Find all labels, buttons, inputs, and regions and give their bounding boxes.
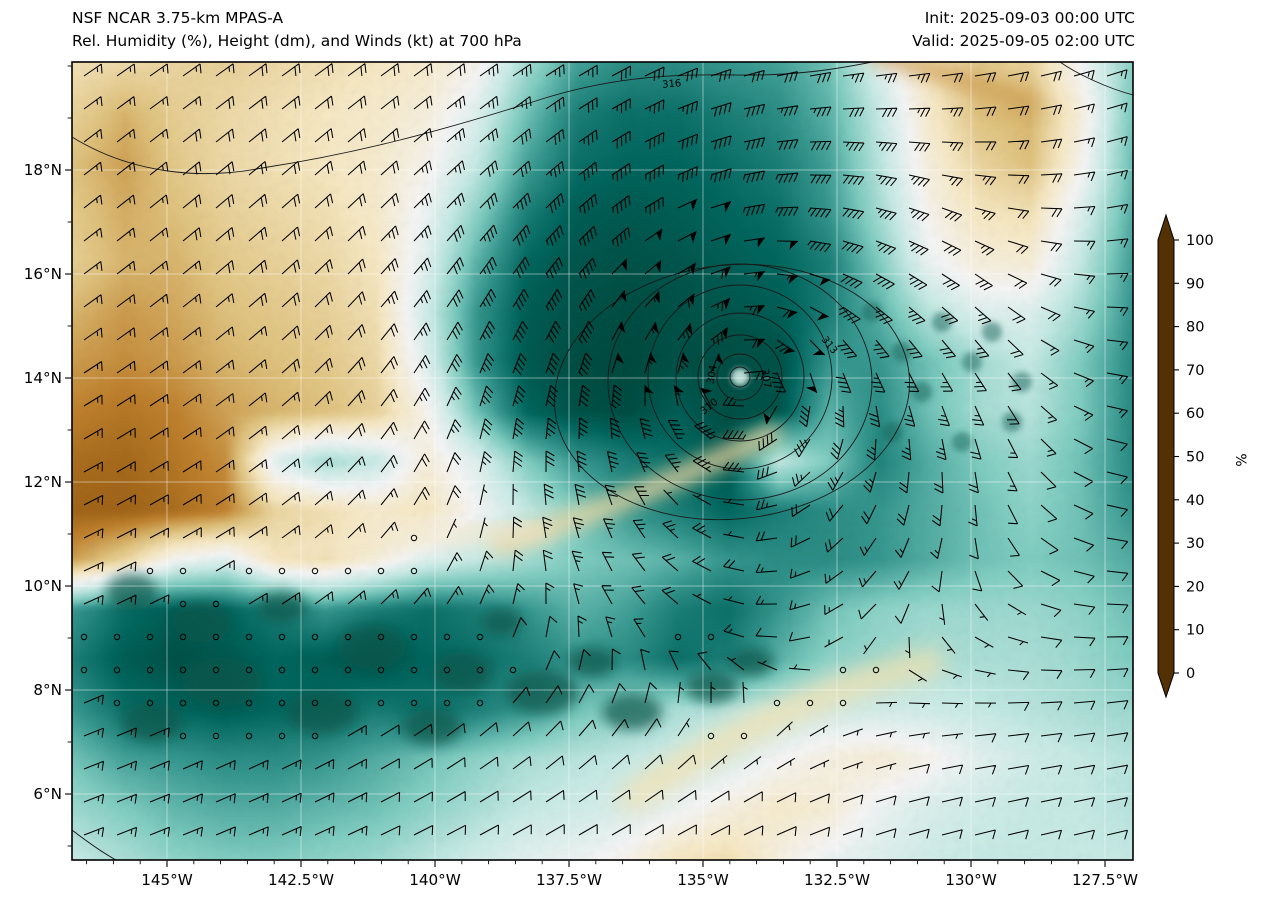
colorbar-tick-label: 70	[1186, 363, 1204, 379]
lat-tick-label: 6°N	[33, 785, 62, 803]
colorbar-tick-label: 0	[1186, 666, 1195, 682]
colorbar-tick-label: 90	[1186, 276, 1204, 292]
valid-time-label: Valid: 2025-09-05 02:00 UTC	[912, 32, 1135, 50]
lon-tick-label: 135°W	[677, 871, 729, 889]
init-time-label: Init: 2025-09-03 00:00 UTC	[924, 9, 1135, 27]
colorbar-tick-label: 80	[1186, 320, 1204, 336]
lon-tick-label: 127.5°W	[1072, 871, 1138, 889]
lon-tick-label: 130°W	[945, 871, 997, 889]
colorbar-unit-label: %	[1232, 453, 1248, 466]
lon-tick-label: 142.5°W	[268, 871, 334, 889]
lat-tick-label: 12°N	[24, 473, 62, 491]
lat-tick-label: 14°N	[24, 369, 62, 387]
colorbar-tick-label: 40	[1186, 493, 1204, 509]
colorbar-tick-label: 60	[1186, 406, 1204, 422]
colorbar-tick-label: 20	[1186, 579, 1204, 595]
colorbar-bar	[1157, 213, 1175, 699]
lon-tick-label: 132.5°W	[804, 871, 870, 889]
lat-tick-label: 16°N	[24, 265, 62, 283]
model-title: NSF NCAR 3.75-km MPAS-A	[72, 9, 284, 27]
contour-label-316: 316	[662, 78, 682, 91]
colorbar: 0 10 20 30 40 50 60 70 80 90 100%	[1157, 213, 1248, 699]
title-block: NSF NCAR 3.75-km MPAS-A Rel. Humidity (%…	[72, 7, 522, 53]
lat-tick-label: 8°N	[33, 681, 62, 699]
time-block: Init: 2025-09-03 00:00 UTC Valid: 2025-0…	[912, 7, 1135, 53]
colorbar-tick-label: 50	[1186, 450, 1204, 466]
lon-tick-label: 137.5°W	[536, 871, 602, 889]
map-plot-area: 304 307 310 313 316	[72, 62, 1133, 860]
lon-tick-label: 140°W	[409, 871, 461, 889]
graticule-gridlines	[72, 62, 1133, 860]
height-contours	[72, 62, 1133, 860]
eye-spot	[731, 368, 749, 386]
lon-tick-label: 145°W	[141, 871, 193, 889]
contour-316	[72, 62, 873, 174]
lat-tick-label: 10°N	[24, 577, 62, 595]
colorbar-tick-labels: 0 10 20 30 40 50 60 70 80 90 100%	[1186, 233, 1248, 682]
contour-316-ne	[1059, 62, 1133, 96]
colorbar-tick-label: 30	[1186, 536, 1204, 552]
colorbar-tick-label: 10	[1186, 623, 1204, 639]
colorbar-tick-label: 100	[1186, 233, 1214, 249]
lat-tick-label: 18°N	[24, 161, 62, 179]
field-title: Rel. Humidity (%), Height (dm), and Wind…	[72, 32, 522, 50]
contour-sw-corner	[72, 829, 117, 860]
